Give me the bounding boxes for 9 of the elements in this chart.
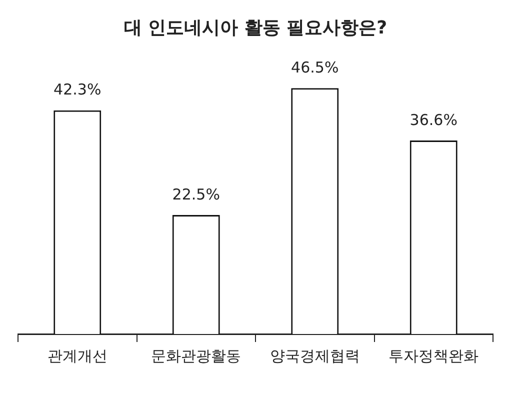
x-tick-label: 관계개선 [47, 346, 108, 365]
data-label: 42.3% [54, 80, 102, 99]
data-label: 36.6% [410, 110, 458, 129]
x-tick-label: 문화관광활동 [151, 346, 242, 365]
x-tick-label: 투자정책완화 [388, 346, 479, 365]
chart-title: 대 인도네시아 활동 필요사항은? [124, 17, 388, 38]
x-tick-label: 양국경제협력 [270, 346, 360, 365]
data-label: 22.5% [172, 185, 220, 204]
data-label: 46.5% [291, 58, 339, 76]
